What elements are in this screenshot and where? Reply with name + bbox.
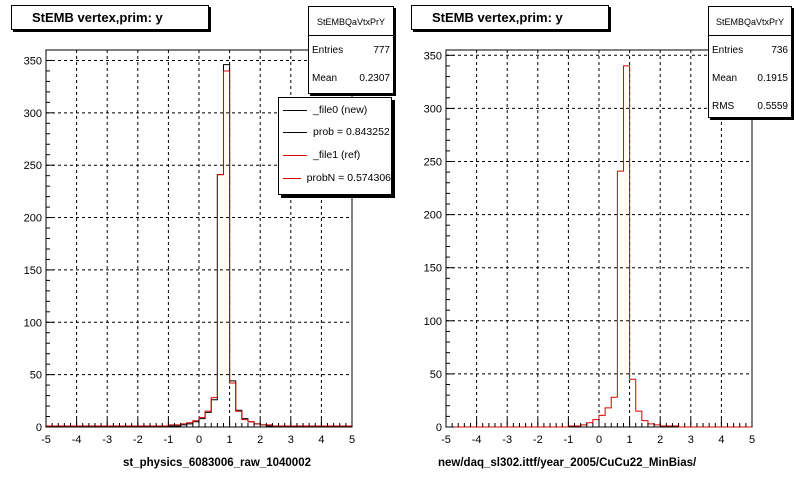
left-x-tick-label-7: 2	[257, 434, 263, 446]
left-x-axis-title: st_physics_6083006_raw_1040002	[123, 457, 311, 469]
left-x-tick-label-8: 3	[288, 434, 294, 446]
left-stats-name: StEMBQaVtxPrY	[309, 7, 393, 36]
legend-row-file0: _file0 (new)	[279, 100, 391, 120]
right-y-tick-label-3: 150	[424, 263, 442, 275]
right-stats-box: StEMBQaVtxPrY Entries 736 Mean 0.1915 RM…	[708, 6, 792, 118]
right-x-tick-label-2: -3	[502, 434, 512, 446]
right-series-0	[446, 65, 752, 428]
left-x-tick-label-2: -3	[102, 434, 112, 446]
legend-row-prob: prob = 0.843252	[279, 122, 391, 142]
right-stats-entries-value: 736	[771, 44, 788, 56]
left-y-tick-label-4: 200	[24, 213, 42, 225]
left-series-1	[45, 70, 353, 427]
legend-label-file1: _file1 (ref)	[313, 149, 361, 161]
left-y-tick-label-3: 150	[24, 265, 42, 277]
right-x-tick-label-4: -1	[564, 434, 574, 446]
left-x-tick-label-3: -2	[133, 434, 143, 446]
right-stats-mean-label: Mean	[712, 72, 738, 84]
legend-row-probn: probN = 0.574306	[279, 168, 391, 188]
right-y-tick-label-5: 250	[424, 157, 442, 169]
left-y-tick-label-7: 350	[24, 55, 42, 67]
right-x-tick-label-0: -5	[441, 434, 451, 446]
right-y-tick-label-2: 100	[424, 316, 442, 328]
left-stats-mean-label: Mean	[312, 72, 338, 84]
right-stats-entries-label: Entries	[712, 44, 744, 56]
left-legend: _file0 (new) prob = 0.843252 _file1 (ref…	[278, 97, 392, 195]
right-plot-title: StEMB vertex,prim: y	[411, 5, 609, 30]
left-stats-entries-label: Entries	[312, 44, 344, 56]
left-x-tick-label-0: -5	[41, 434, 51, 446]
right-stats-rms-value: 0.5559	[757, 100, 788, 112]
left-stats-mean-value: 0.2307	[359, 72, 390, 84]
right-x-tick-label-7: 2	[657, 434, 663, 446]
legend-label-prob: prob = 0.843252	[313, 126, 390, 138]
right-stats-mean-row: Mean 0.1915	[709, 64, 791, 92]
left-x-tick-label-5: 0	[196, 434, 202, 446]
left-x-tick-label-4: -1	[164, 434, 174, 446]
left-y-tick-label-2: 100	[24, 317, 42, 329]
left-x-tick-label-9: 4	[318, 434, 324, 446]
left-plot-title: StEMB vertex,prim: y	[11, 5, 209, 30]
right-y-tick-label-6: 300	[424, 103, 442, 115]
legend-line-probn	[283, 177, 301, 179]
right-y-tick-label-0: 0	[436, 422, 442, 434]
right-plot-title-text: StEMB vertex,prim: y	[432, 10, 563, 25]
right-x-tick-label-3: -2	[533, 434, 543, 446]
right-x-tick-label-9: 4	[718, 434, 724, 446]
left-stats-mean-row: Mean 0.2307	[309, 64, 393, 92]
right-x-axis-title: new/daq_sl302.ittf/year_2005/CuCu22_MinB…	[438, 457, 697, 469]
left-stats-entries-value: 777	[373, 44, 390, 56]
left-x-tick-label-10: 5	[349, 434, 355, 446]
legend-line-prob	[283, 131, 307, 133]
right-y-tick-label-4: 200	[424, 210, 442, 222]
legend-label-probn: probN = 0.574306	[306, 172, 391, 184]
left-y-tick-label-6: 300	[24, 108, 42, 120]
right-stats-name: StEMBQaVtxPrY	[709, 7, 791, 36]
right-x-tick-label-5: 0	[596, 434, 602, 446]
legend-line-file1	[283, 154, 307, 156]
right-x-tick-label-8: 3	[688, 434, 694, 446]
left-y-tick-label-0: 0	[36, 422, 42, 434]
right-y-tick-label-1: 50	[430, 369, 442, 381]
left-x-tick-label-1: -4	[72, 434, 82, 446]
right-stats-entries-row: Entries 736	[709, 36, 791, 64]
left-x-tick-label-6: 1	[227, 434, 233, 446]
legend-label-file0: _file0 (new)	[313, 104, 368, 116]
right-x-tick-label-6: 1	[627, 434, 633, 446]
legend-row-file1: _file1 (ref)	[279, 145, 391, 165]
left-stats-box: StEMBQaVtxPrY Entries 777 Mean 0.2307	[308, 6, 394, 94]
left-stats-entries-row: Entries 777	[309, 36, 393, 64]
legend-line-file0	[283, 109, 307, 111]
left-y-tick-label-1: 50	[30, 370, 42, 382]
right-stats-rms-label: RMS	[712, 100, 735, 112]
right-x-tick-label-1: -4	[472, 434, 482, 446]
left-plot-title-text: StEMB vertex,prim: y	[32, 10, 163, 25]
left-y-tick-label-5: 250	[24, 160, 42, 172]
right-stats-rms-row: RMS 0.5559	[709, 92, 791, 120]
right-x-tick-label-10: 5	[749, 434, 755, 446]
right-y-tick-label-7: 350	[424, 50, 442, 62]
right-stats-mean-value: 0.1915	[757, 72, 788, 84]
